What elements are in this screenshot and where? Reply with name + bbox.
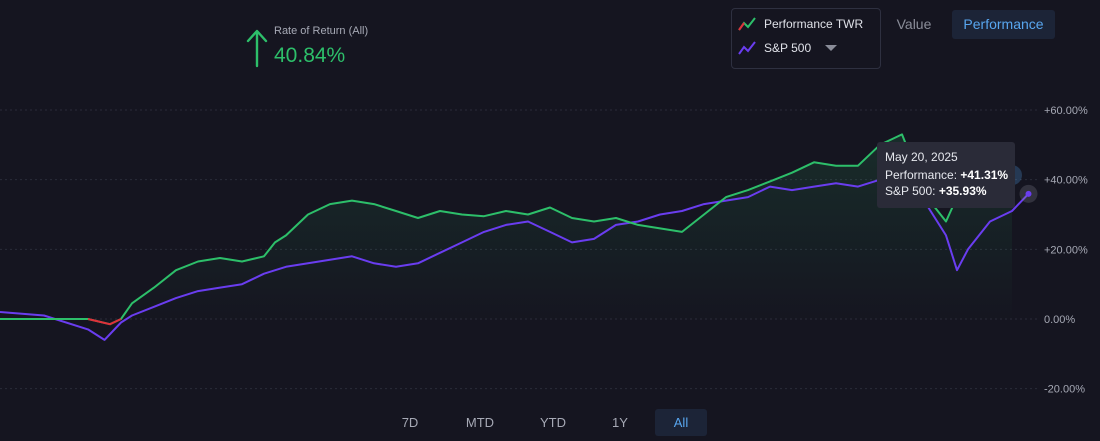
tooltip-performance-value: +41.31% <box>960 168 1009 182</box>
legend-label-sp500: S&P 500 <box>764 41 812 55</box>
tooltip-sp500-value: +35.93% <box>938 184 987 198</box>
legend-item-performance[interactable]: Performance TWR <box>738 15 863 33</box>
y-tick-label: +60.00% <box>1044 105 1088 117</box>
sp500-hover-point <box>1025 190 1032 197</box>
legend-label-performance: Performance TWR <box>764 17 864 31</box>
sp500-icon <box>738 41 756 55</box>
chevron-down-icon[interactable] <box>825 45 837 51</box>
y-tick-label: -20.00% <box>1044 384 1085 396</box>
tooltip-sp500-label: S&P 500: <box>885 184 936 198</box>
range-ytd[interactable]: YTD <box>540 415 566 430</box>
tooltip-performance-label: Performance: <box>885 168 958 182</box>
y-tick-label: +20.00% <box>1044 244 1088 256</box>
tooltip-performance: Performance: +41.31% <box>885 168 1008 182</box>
y-tick-label: +40.00% <box>1044 175 1088 187</box>
range-mtd[interactable]: MTD <box>465 415 495 430</box>
chart-tooltip: May 20, 2025 Performance: +41.31% S&P 50… <box>877 142 1015 208</box>
legend-item-sp500[interactable]: S&P 500 <box>738 39 811 57</box>
y-axis: +60.00% +40.00% +20.00% 0.00% -20.00% <box>1044 105 1088 396</box>
performance-area-fill <box>0 134 1012 325</box>
tooltip-date: May 20, 2025 <box>885 150 958 164</box>
range-1y[interactable]: 1Y <box>612 415 628 430</box>
legend: Performance TWR S&P 500 <box>731 8 881 69</box>
range-all[interactable]: All <box>655 409 707 436</box>
arrow-up-icon <box>246 29 268 68</box>
y-tick-label: 0.00% <box>1044 314 1075 326</box>
tooltip-sp500: S&P 500: +35.93% <box>885 184 987 198</box>
rate-of-return-value: 40.84% <box>274 44 346 67</box>
rate-of-return-label: Rate of Return (All) <box>274 25 369 37</box>
performance-negative-segment <box>87 318 122 326</box>
toggle-value[interactable]: Value <box>896 16 932 32</box>
performance-twr-icon <box>738 17 756 31</box>
range-7d[interactable]: 7D <box>401 415 419 430</box>
toggle-performance[interactable]: Performance <box>952 10 1055 39</box>
performance-area <box>0 134 1012 325</box>
